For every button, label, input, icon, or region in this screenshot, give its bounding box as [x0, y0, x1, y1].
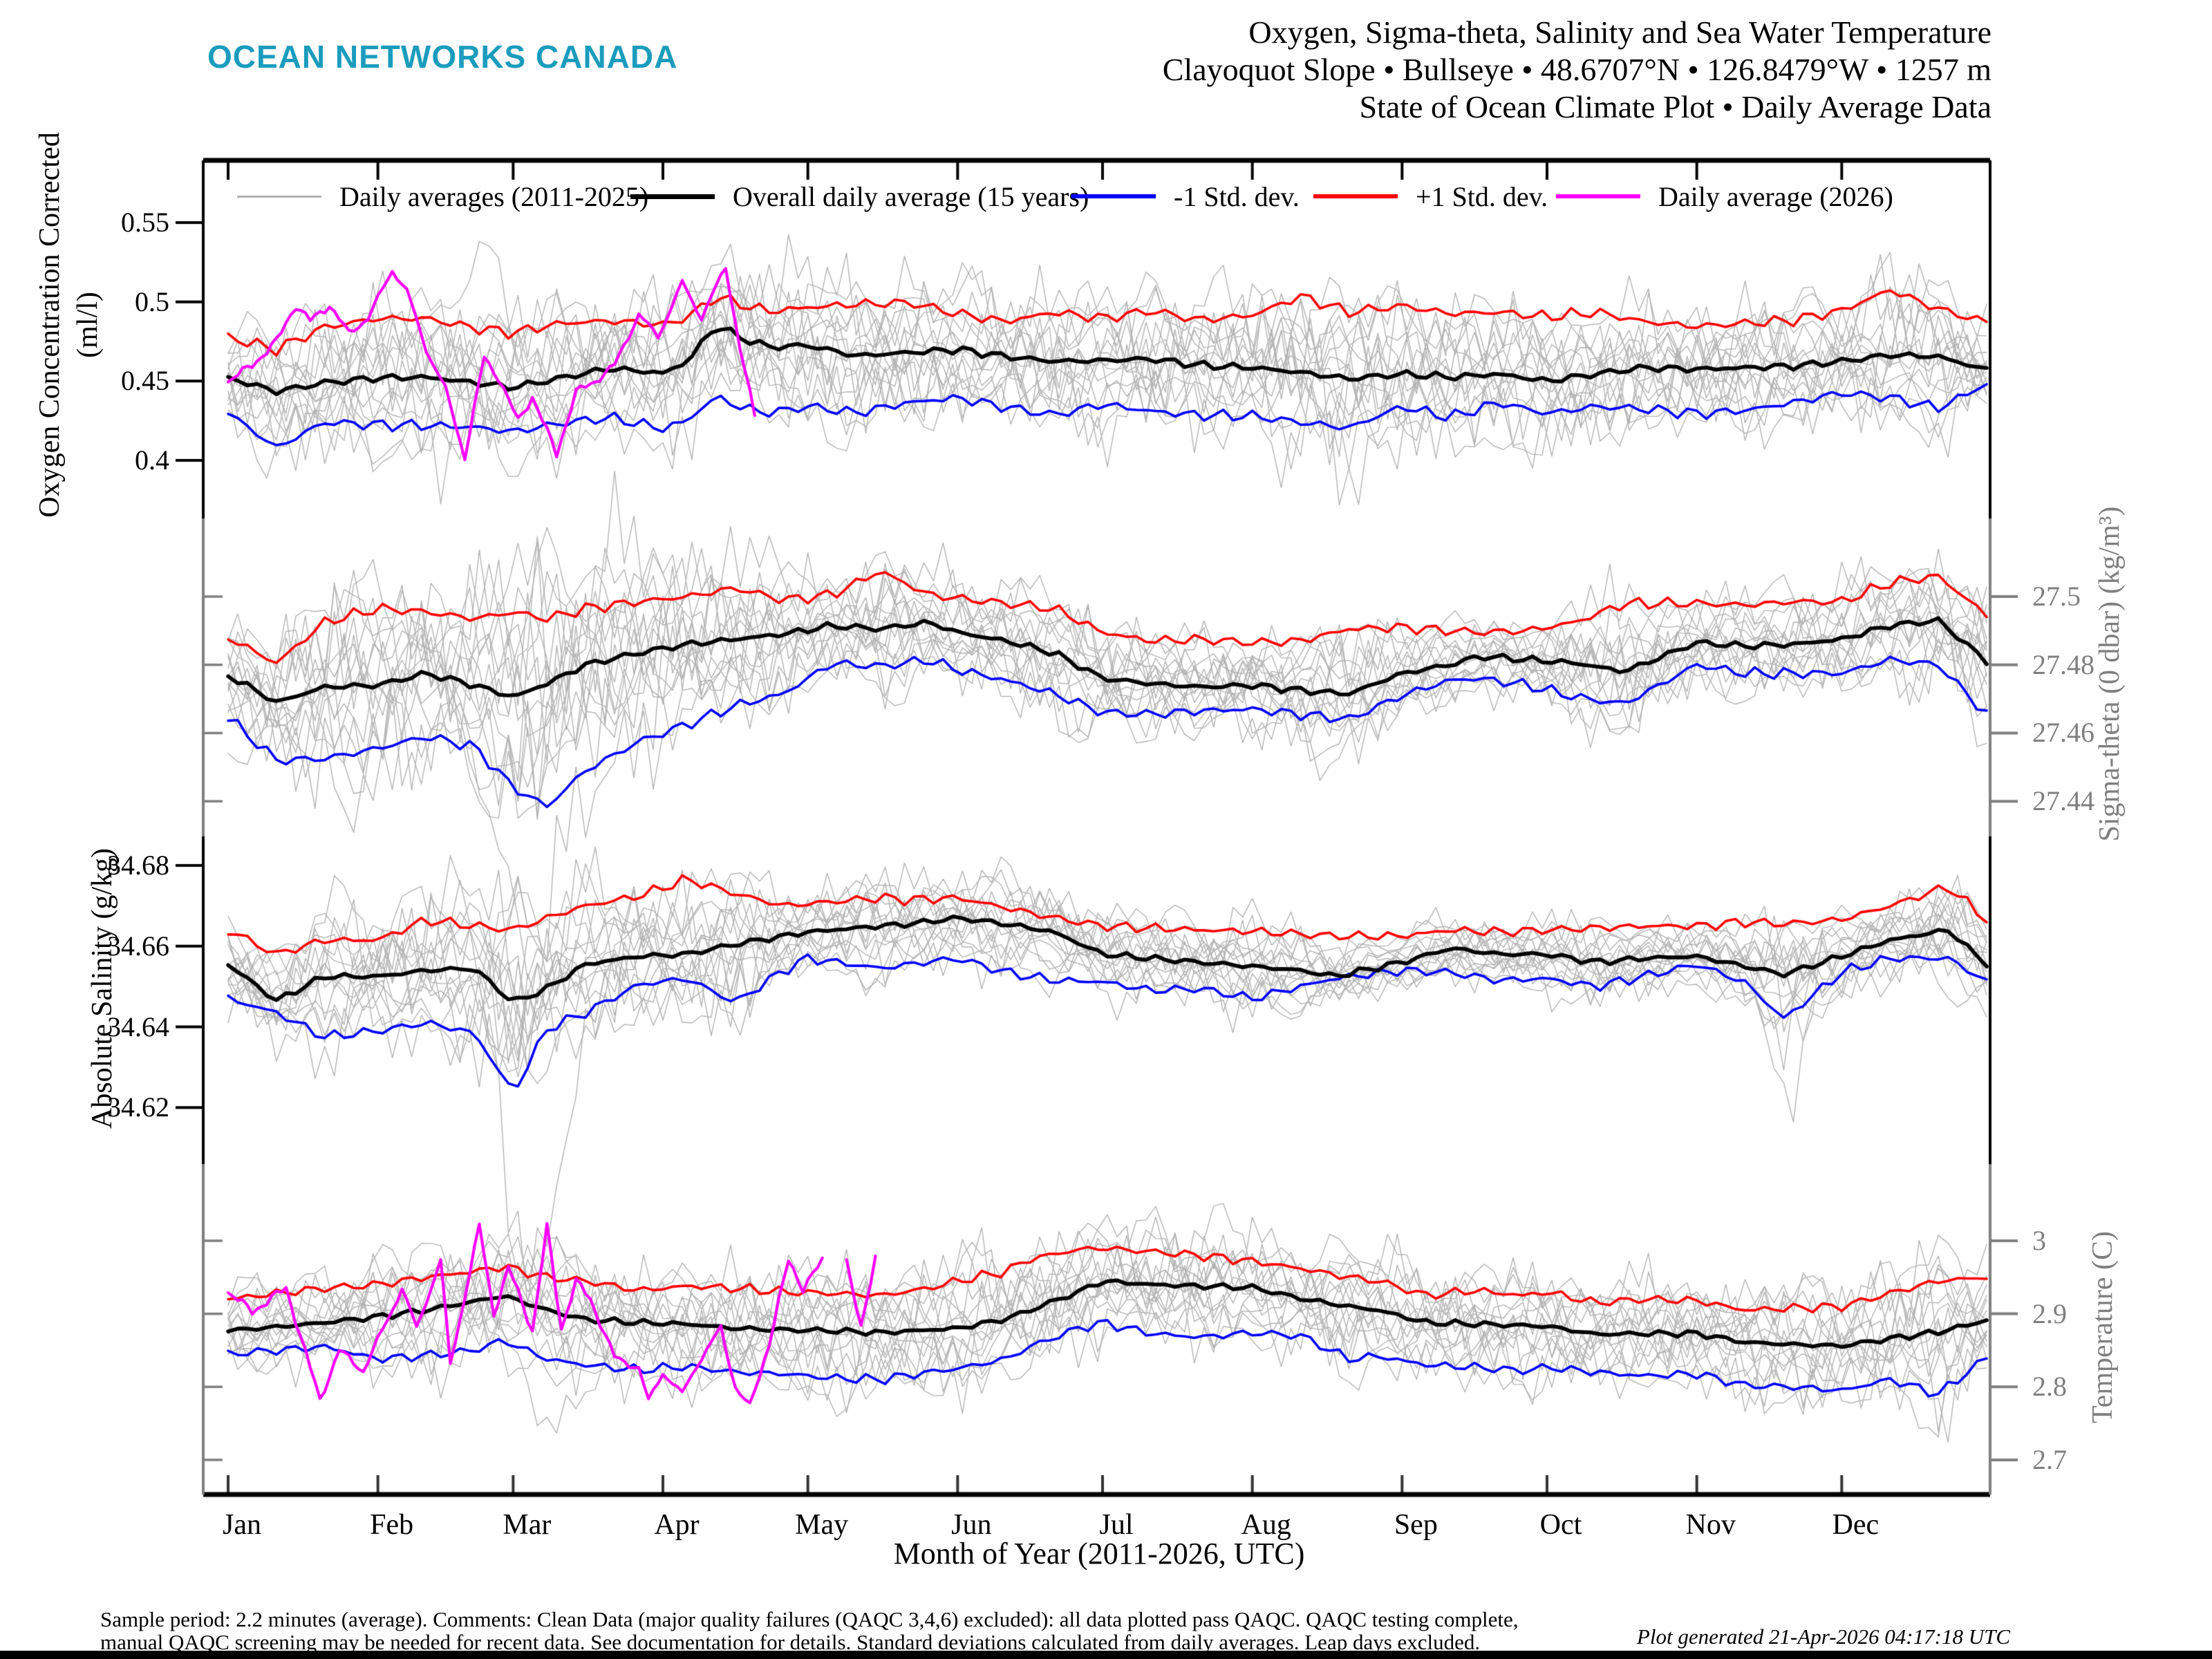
legend-item-overall-average: Overall daily average (15 years)	[630, 180, 1089, 213]
legend-item-plus-std: +1 Std. dev.	[1313, 180, 1548, 213]
legend-sample-blue-line	[1071, 194, 1156, 198]
x-tick-label-jan: Jan	[223, 1509, 261, 1541]
title-line-3: State of Ocean Climate Plot • Daily Aver…	[1359, 89, 1991, 124]
legend-label: Daily average (2026)	[1658, 180, 1893, 212]
legend-sample-magenta-line	[1556, 194, 1640, 198]
y-tick-label-oxygen-0.4: 0.4	[135, 444, 169, 476]
y-tick-label-salinity-34.66: 34.66	[107, 930, 169, 962]
y-tick-label-temperature-3: 3	[2032, 1224, 2046, 1256]
x-tick-label-dec: Dec	[1832, 1509, 1880, 1541]
legend-item-daily-averages: Daily averages (2011-2025)	[237, 180, 648, 213]
x-tick-label-sep: Sep	[1394, 1509, 1438, 1541]
title-line-2: Clayoquot Slope • Bullseye • 48.6707°N •…	[1162, 52, 1991, 87]
y-tick-label-oxygen-0.45: 0.45	[121, 365, 169, 397]
x-tick-label-aug: Aug	[1241, 1509, 1291, 1541]
onc-logo: OCEAN NETWORKS CANADA	[207, 38, 677, 75]
onc-logo-text: OCEAN NETWORKS CANADA	[207, 39, 678, 75]
legend-label: Daily averages (2011-2025)	[339, 180, 649, 212]
y-tick-label-temperature-2.7: 2.7	[2032, 1443, 2067, 1475]
title-line-1: Oxygen, Sigma-theta, Salinity and Sea Wa…	[1248, 15, 1991, 50]
y-axis-label-salinity: Absolute Salinity (g/kg)	[86, 848, 118, 1129]
y-tick-label-sigma-theta-27.48: 27.48	[2032, 648, 2094, 680]
y-tick-label-sigma-theta-27.5: 27.5	[2032, 581, 2081, 612]
y-tick-label-temperature-2.9: 2.9	[2032, 1297, 2067, 1329]
x-tick-label-oct: Oct	[1539, 1509, 1582, 1541]
y-tick-label-salinity-34.62: 34.62	[107, 1091, 169, 1123]
x-tick-label-jun: Jun	[951, 1509, 992, 1541]
footer-line-2: manual QAQC screening may be needed for …	[100, 1630, 1481, 1654]
legend-label: +1 Std. dev.	[1416, 180, 1548, 212]
y-axis-label-temperature: Temperature (C)	[2087, 1230, 2119, 1424]
y-tick-label-oxygen-0.5: 0.5	[135, 285, 169, 317]
bottom-bar	[0, 1651, 2212, 1659]
legend-sample-gray-line	[237, 195, 321, 198]
x-tick-label-may: May	[795, 1509, 849, 1541]
x-tick-label-feb: Feb	[370, 1509, 414, 1541]
legend-item-daily-average-2026: Daily average (2026)	[1556, 180, 1893, 213]
legend-sample-black-line	[630, 194, 715, 199]
plot-generated-note: Plot generated 21-Apr-2026 04:17:18 UTC	[1636, 1624, 2010, 1649]
legend-item-minus-std: -1 Std. dev.	[1071, 180, 1300, 213]
y-tick-label-temperature-2.8: 2.8	[2032, 1371, 2067, 1403]
legend-label: Overall daily average (15 years)	[733, 180, 1089, 212]
x-tick-label-jul: Jul	[1099, 1509, 1134, 1541]
x-tick-label-apr: Apr	[654, 1509, 700, 1541]
y-tick-label-salinity-34.64: 34.64	[107, 1011, 169, 1042]
x-axis-label: Month of Year (2011-2026, UTC)	[893, 1537, 1305, 1571]
footer-line-1: Sample period: 2.2 minutes (average). Co…	[100, 1607, 1519, 1631]
y-tick-label-sigma-theta-27.46: 27.46	[2032, 717, 2094, 749]
legend-label: -1 Std. dev.	[1174, 180, 1300, 212]
y-tick-label-sigma-theta-27.44: 27.44	[2032, 785, 2094, 817]
y-axis-label-sigma-theta: Sigma-theta (0 dbar) (kg/m³)	[2094, 506, 2126, 842]
y-tick-label-oxygen-0.55: 0.55	[121, 206, 169, 238]
legend-sample-red-line	[1313, 194, 1398, 198]
x-tick-label-nov: Nov	[1685, 1509, 1736, 1541]
y-tick-label-salinity-34.68: 34.68	[107, 850, 169, 881]
x-tick-label-mar: Mar	[503, 1509, 552, 1541]
